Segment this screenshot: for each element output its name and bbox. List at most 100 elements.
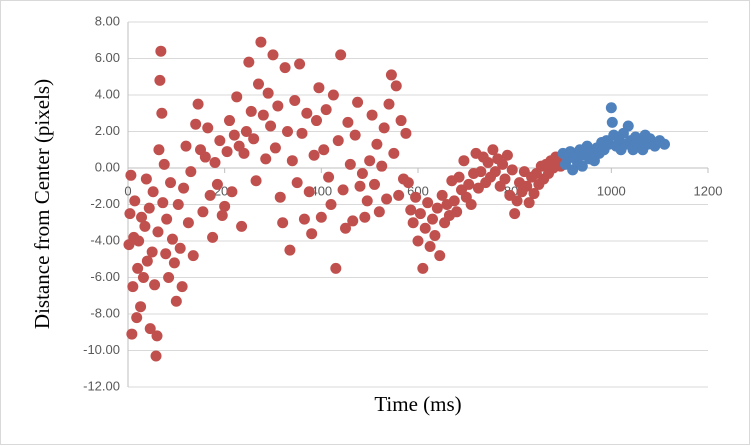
point (187, 250, 199, 262)
point (124, 208, 136, 220)
point (451, 206, 463, 218)
point (509, 208, 521, 220)
point (388, 147, 400, 159)
point (424, 240, 436, 252)
point (207, 231, 219, 243)
point (395, 115, 407, 127)
point (410, 191, 422, 203)
point (291, 177, 303, 189)
point (506, 164, 518, 176)
point (282, 126, 293, 137)
point (465, 199, 477, 210)
point (274, 191, 286, 203)
point (216, 209, 228, 221)
y-tick-label: 0.00 (95, 159, 120, 174)
point (497, 158, 509, 170)
point (296, 127, 308, 139)
point (267, 49, 279, 61)
point (221, 146, 233, 158)
point (149, 279, 161, 291)
point (219, 200, 231, 212)
point (499, 173, 511, 185)
point (182, 217, 194, 229)
point (434, 250, 446, 262)
point (129, 195, 141, 207)
point (152, 226, 164, 238)
point (383, 98, 395, 110)
x-tick-label: 0 (124, 183, 131, 198)
point (136, 211, 148, 223)
point (414, 208, 426, 220)
point (475, 166, 487, 178)
point (144, 323, 156, 335)
x-tick-label: 1200 (694, 183, 723, 198)
point (153, 144, 165, 156)
point (147, 186, 159, 198)
point (301, 107, 313, 119)
point (190, 118, 202, 130)
point (361, 195, 373, 207)
point (332, 135, 344, 147)
point (269, 142, 281, 154)
point (356, 167, 368, 179)
point (127, 281, 139, 293)
point (151, 330, 163, 342)
point (170, 295, 182, 307)
y-tick-label: -12.00 (83, 378, 120, 393)
point (165, 177, 177, 189)
point (489, 166, 501, 178)
point (344, 158, 356, 170)
point (160, 248, 172, 260)
point (378, 122, 390, 134)
point (161, 213, 173, 225)
point (238, 147, 250, 159)
point (185, 166, 197, 178)
y-tick-label: -10.00 (83, 342, 120, 357)
point (168, 257, 180, 269)
point (163, 272, 175, 283)
point (487, 144, 499, 156)
point (286, 155, 298, 167)
point (298, 213, 310, 225)
point (576, 160, 588, 172)
point (272, 100, 284, 112)
point (364, 155, 376, 167)
point (231, 91, 243, 103)
y-tick-label: 8.00 (95, 13, 120, 28)
point (482, 157, 494, 169)
point (366, 109, 378, 121)
point (605, 102, 617, 114)
y-tick-label: 6.00 (95, 50, 120, 65)
y-tick-label: 4.00 (95, 86, 120, 101)
point (154, 74, 166, 86)
point (243, 56, 255, 68)
point (255, 36, 267, 48)
point (257, 109, 269, 121)
point (253, 78, 264, 90)
point (303, 186, 315, 198)
point (337, 184, 349, 196)
point (236, 220, 248, 232)
point (284, 244, 296, 256)
point (245, 105, 257, 117)
point (327, 89, 339, 101)
y-tick-label: 2.00 (95, 123, 120, 138)
point (521, 180, 533, 192)
point (323, 171, 335, 183)
point (373, 206, 385, 218)
point (166, 233, 178, 245)
point (197, 206, 209, 218)
point (342, 116, 354, 128)
point (330, 262, 342, 274)
point (523, 197, 535, 209)
point (143, 202, 155, 214)
point (140, 173, 152, 185)
point (224, 115, 235, 127)
point (178, 182, 190, 194)
point (311, 115, 322, 127)
point (131, 312, 143, 324)
point (157, 197, 169, 209)
point (289, 94, 301, 106)
x-axis-title: Time (ms) (374, 392, 461, 416)
point (320, 104, 332, 116)
